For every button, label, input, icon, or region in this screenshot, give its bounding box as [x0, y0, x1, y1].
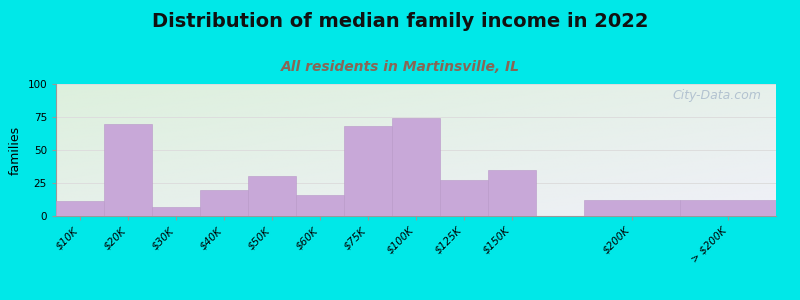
Text: City-Data.com: City-Data.com [673, 89, 762, 102]
Bar [680, 200, 776, 216]
Bar [152, 207, 200, 216]
Bar [392, 118, 440, 216]
Text: Distribution of median family income in 2022: Distribution of median family income in … [152, 12, 648, 31]
Y-axis label: families: families [9, 125, 22, 175]
Bar [296, 195, 344, 216]
Text: All residents in Martinsville, IL: All residents in Martinsville, IL [281, 60, 519, 74]
Bar [488, 170, 536, 216]
Bar [200, 190, 248, 216]
Bar [56, 202, 104, 216]
Bar [344, 126, 392, 216]
Bar [248, 176, 296, 216]
Bar [440, 180, 488, 216]
Bar [584, 200, 680, 216]
Bar [104, 124, 152, 216]
